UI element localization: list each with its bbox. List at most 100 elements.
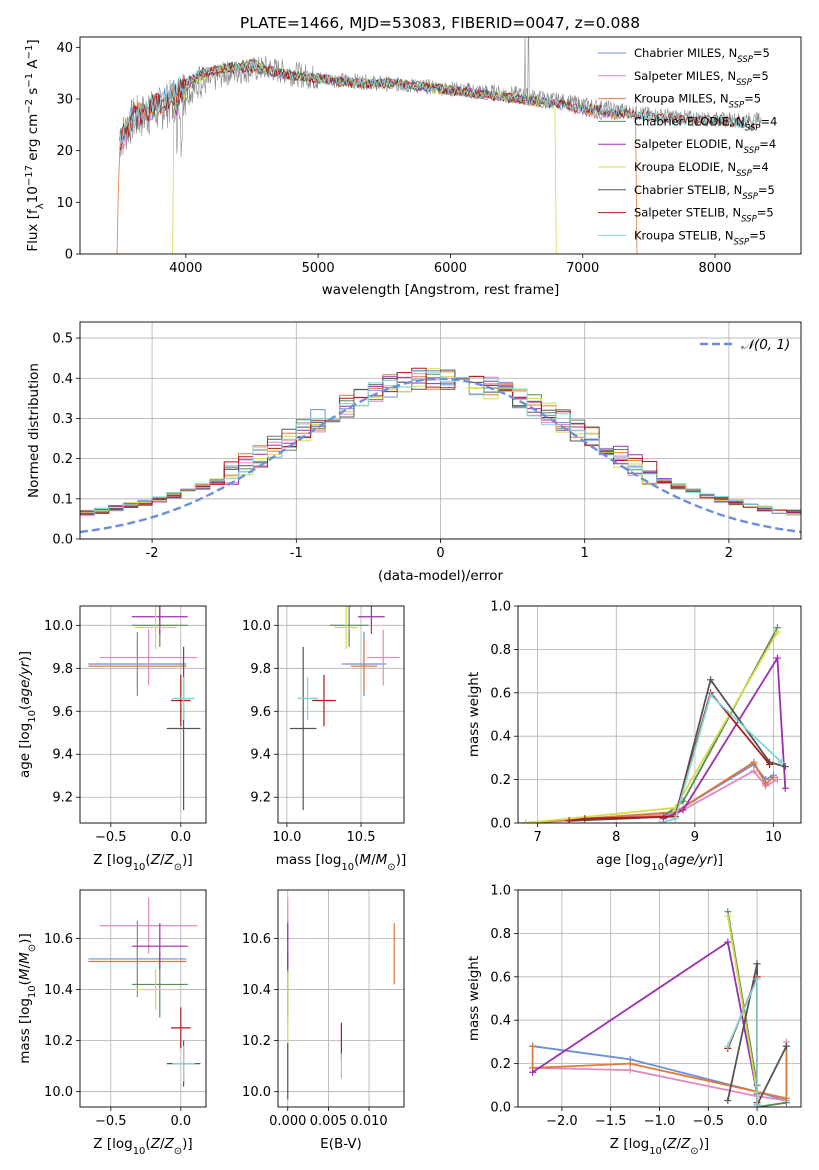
age-vs-mass-axes: 10.0 10.5 9.2 9.4 9.6 9.8 10.0 [242, 605, 405, 845]
weight-marker [626, 1066, 634, 1074]
age-vs-Z-axes-marks [88, 606, 201, 811]
histogram-axes: -2 -1 0 1 2 0.0 0.1 0.2 0.3 0.4 0.5 [52, 321, 802, 561]
spectrum-axes-marks [116, 37, 762, 254]
legend-entry: Salpeter MILES, NSSP=5 [634, 69, 769, 88]
weight-marker [781, 784, 789, 792]
y-tick-label: 0.4 [490, 730, 511, 745]
weight-marker [656, 819, 663, 823]
x-tick-label: 0.005 [310, 1114, 347, 1129]
mass-vs-Z-axes-marks [88, 897, 201, 1087]
axes-frame [517, 889, 802, 1108]
x-tick-label: 0 [436, 546, 444, 561]
y-axis-label: mass [log10(M/M⊙)] [17, 933, 38, 1063]
errorbar-point [88, 640, 187, 692]
x-tick-label: -1 [290, 546, 303, 561]
x-tick-label: -2 [146, 546, 159, 561]
x-tick-label: 9 [691, 830, 699, 845]
x-tick-label: 7 [534, 830, 542, 845]
y-tick-label: 10.2 [242, 1034, 271, 1049]
errorbar-point [172, 1045, 195, 1082]
x-tick-label: 4000 [169, 261, 202, 276]
weight-marker [581, 815, 589, 823]
y-tick-label: 10.6 [44, 932, 73, 947]
weight-marker [565, 817, 573, 823]
y-axis-label: Flux [fλ10−17 erg cm−2 s−1 A−1] [24, 39, 46, 251]
weight-line-salpeter-elodie [663, 657, 787, 820]
axes-frame [79, 605, 207, 824]
x-tick-label: −1.5 [595, 1114, 627, 1129]
histogram-kroupa-stelib [80, 370, 801, 516]
y-tick-label: 10.4 [242, 983, 271, 998]
weight-line-chabrier-stelib [569, 678, 786, 822]
weight-marker [724, 938, 732, 946]
x-axis-label: Z [log10(Z/Z⊙)] [610, 1136, 709, 1157]
mass-vs-EBV-axes-marks [287, 897, 395, 1100]
weight-marker [679, 806, 687, 814]
spectrum-axes: 4000 5000 6000 7000 8000 0 10 20 30 40 [56, 36, 802, 276]
x-axis-label: E(B-V) [320, 1136, 362, 1152]
axes-frame [79, 321, 802, 540]
weight-marker [773, 628, 781, 636]
axes-frame [79, 889, 207, 1108]
weight-marker [522, 819, 530, 823]
y-tick-label: 0.3 [52, 412, 73, 427]
age-vs-mass-axes-marks [289, 606, 400, 811]
y-tick-label: 1.0 [490, 600, 511, 615]
legend-entry: Chabrier ELODIE, NSSP=4 [634, 114, 777, 133]
plot-area: 4000 5000 6000 7000 8000010203040wavelength … [17, 36, 802, 1157]
mass-weight-vs-age-axes: 7 8 9 10 0.0 0.2 0.4 0.6 0.8 1.0 [490, 600, 802, 845]
x-tick-label: −2.0 [546, 1114, 578, 1129]
weight-marker [753, 1101, 761, 1107]
legend-entry: Kroupa ELODIE, NSSP=4 [634, 160, 769, 179]
weight-marker [707, 691, 715, 699]
x-tick-label: 10.5 [347, 830, 376, 845]
weight-line-kroupa-stelib [659, 694, 782, 823]
weight-marker [762, 780, 770, 788]
legend-entry: Chabrier MILES, NSSP=5 [634, 46, 770, 65]
x-axis-label: age [log10(age/yr)] [596, 852, 723, 873]
y-tick-label: 0.0 [52, 533, 73, 548]
legend-entry: Salpeter STELIB, NSSP=5 [634, 206, 774, 225]
mass-vs-Z-axes: −0.5 0.0 10.0 10.2 10.4 10.6 [44, 889, 207, 1129]
errorbar-point [350, 640, 378, 692]
legend-entry: Salpeter ELODIE, NSSP=4 [634, 137, 776, 156]
y-axis-label: mass weight [466, 672, 482, 757]
x-axis-label: Z [log10(Z/Z⊙)] [93, 852, 192, 873]
y-tick-label: 9.8 [52, 662, 73, 677]
x-tick-label: 10 [765, 830, 782, 845]
errorbar-point [171, 674, 191, 727]
weight-marker [750, 758, 758, 766]
weight-line-chabrier-miles [532, 1045, 787, 1102]
weight-line-salpeter-miles [525, 770, 778, 823]
weight-marker [707, 676, 715, 684]
weight-line-kroupa-miles [531, 1046, 788, 1100]
legend-normal: 𝒩(0, 1) [700, 337, 790, 353]
y-tick-label: 0.6 [490, 686, 511, 701]
x-tick-label: −0.5 [693, 1114, 725, 1129]
y-tick-label: 0.0 [490, 817, 511, 832]
errorbar-point [99, 629, 198, 686]
x-tick-label: 0.0 [170, 1114, 191, 1129]
weight-marker [724, 1096, 732, 1104]
y-tick-label: 10.2 [44, 1034, 73, 1049]
mass-weight-vs-Z-axes: −2.0 −1.5 −1.0 −0.5 0.0 0.0 0.2 0.4 0.6 0.8 1.0 [490, 884, 802, 1129]
y-tick-label: 10.0 [242, 1085, 271, 1100]
y-tick-label: 40 [56, 41, 73, 56]
x-tick-label: 0.0 [747, 1114, 768, 1129]
weight-line-salpeter-elodie [532, 941, 758, 1095]
y-tick-label: 0.8 [490, 927, 511, 942]
weight-marker [769, 773, 777, 781]
weight-line-chabrier-elodie [662, 627, 779, 818]
y-tick-label: 0 [65, 248, 73, 263]
weight-marker [766, 760, 774, 768]
y-tick-label: 9.2 [250, 791, 271, 806]
x-tick-label: 2 [725, 546, 733, 561]
y-tick-label: 9.8 [250, 662, 271, 677]
errorbar-point [134, 969, 177, 1010]
y-tick-label: 10 [56, 196, 73, 211]
x-axis-label: mass [log10(M/M⊙)] [276, 852, 406, 873]
x-tick-label: 6000 [434, 261, 467, 276]
y-tick-label: 0.2 [490, 773, 511, 788]
weight-marker [724, 912, 732, 920]
